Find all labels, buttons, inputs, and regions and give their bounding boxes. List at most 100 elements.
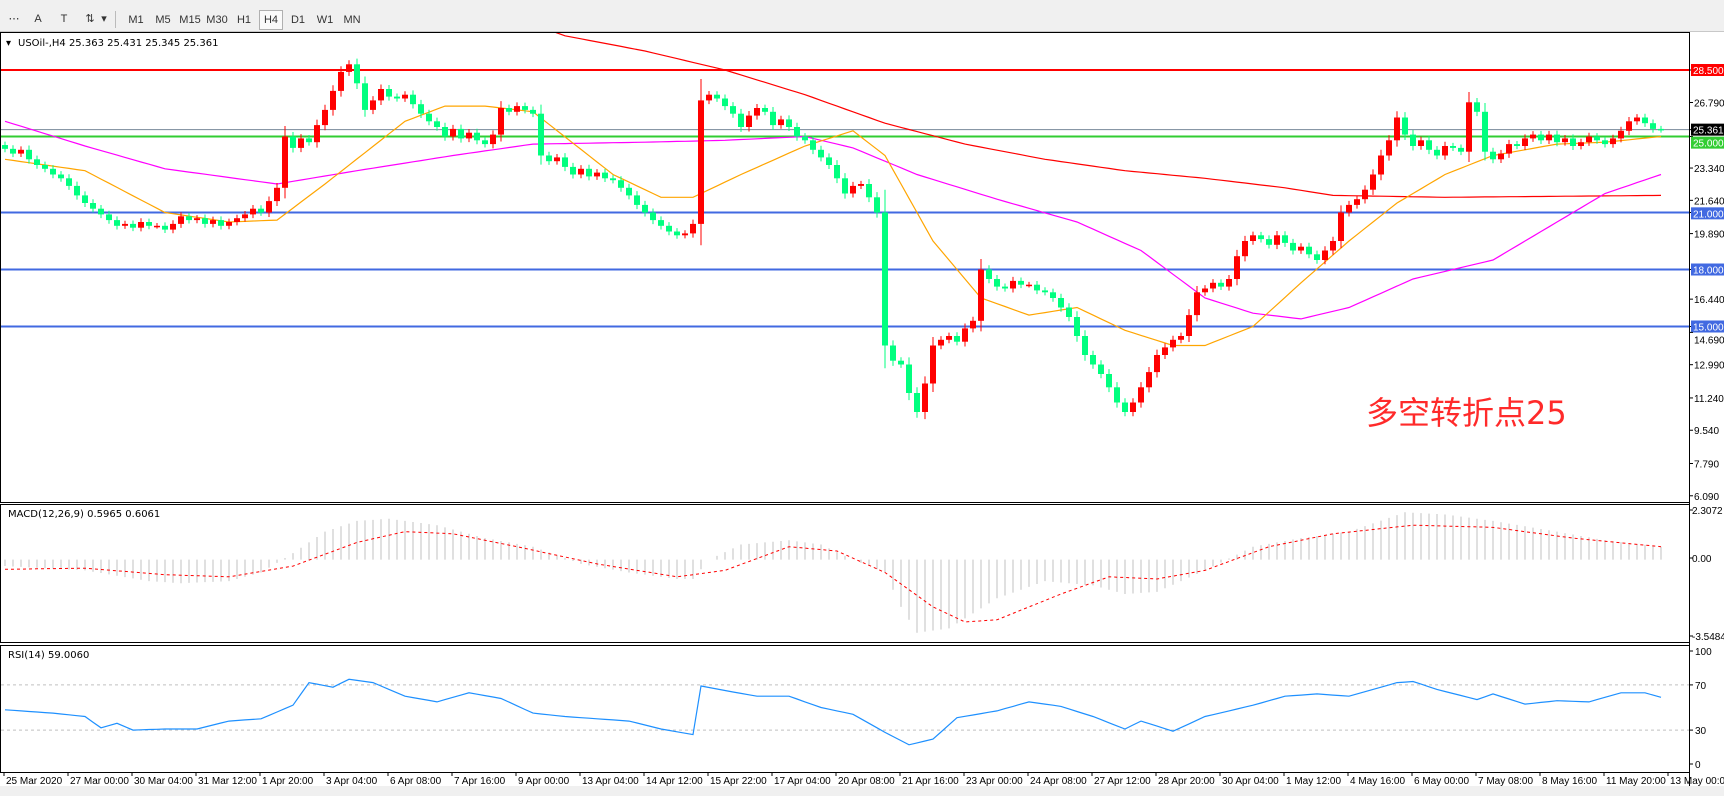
candle-body	[210, 220, 216, 224]
candle	[522, 102, 528, 114]
candle-body	[146, 222, 152, 226]
candle	[1210, 279, 1216, 293]
candle	[146, 218, 152, 230]
period-separator-icon[interactable]: ⋯	[8, 13, 20, 25]
candle	[1458, 144, 1464, 156]
candle-body	[266, 201, 272, 213]
candle-body	[634, 195, 640, 205]
candle-body	[1210, 282, 1216, 289]
candle	[402, 91, 408, 102]
candle-body	[1018, 280, 1024, 285]
timeframe-mn-button[interactable]: MN	[343, 14, 361, 26]
candle-body	[1410, 134, 1416, 146]
candle-body	[42, 165, 48, 169]
collapse-triangle-icon[interactable]: ▾	[6, 38, 11, 49]
arrows-icon[interactable]: ⇅	[85, 13, 95, 25]
candle	[1194, 286, 1200, 322]
text-label-icon[interactable]: T	[60, 13, 68, 25]
candle	[1602, 136, 1608, 148]
candle	[1546, 130, 1552, 145]
candle	[1570, 134, 1576, 150]
candle-body	[1498, 153, 1504, 160]
candle	[898, 357, 904, 368]
candle	[1202, 285, 1208, 296]
candle	[338, 66, 344, 97]
candle	[2, 141, 8, 153]
candle	[866, 179, 872, 203]
candle	[458, 124, 464, 143]
candle-body	[890, 345, 896, 361]
candle-body	[594, 172, 600, 177]
timeframe-m30-button[interactable]: M30	[206, 14, 228, 26]
candle-body	[866, 184, 872, 198]
text-icon[interactable]: A	[34, 13, 42, 25]
rsi-line	[4, 678, 1662, 746]
candle	[1306, 242, 1312, 259]
candle-body	[82, 195, 88, 203]
timeframe-d1-button[interactable]: D1	[290, 14, 306, 26]
timeframe-m15-button[interactable]: M15	[179, 14, 201, 26]
candle	[1338, 205, 1344, 249]
candle-body	[1546, 134, 1552, 141]
candle-body	[586, 168, 592, 177]
time-tick-label: 30 Apr 04:00	[1222, 776, 1279, 787]
candle-body	[50, 168, 56, 175]
candle	[1354, 195, 1360, 209]
candle	[1274, 231, 1280, 250]
candle-body	[1434, 149, 1440, 156]
candle	[994, 275, 1000, 291]
candle-body	[674, 231, 680, 236]
candle	[1378, 149, 1384, 181]
candle-body	[306, 138, 312, 143]
candle-body	[938, 339, 944, 346]
candle-body	[1554, 134, 1560, 143]
candle	[818, 145, 824, 162]
price-level-badge	[1691, 207, 1724, 220]
timeframe-m5-button[interactable]: M5	[155, 14, 171, 26]
candle	[274, 182, 280, 206]
candle	[554, 153, 560, 165]
candle-body	[682, 233, 688, 236]
time-tick-label: 27 Mar 00:00	[70, 776, 129, 787]
rsi-panel	[0, 645, 1690, 773]
candle	[1370, 169, 1376, 195]
rsi-tick-label: 30	[1695, 726, 1707, 737]
candle	[82, 191, 88, 207]
candle-body	[34, 159, 40, 165]
candle-body	[1106, 374, 1112, 388]
candle-body	[138, 222, 144, 228]
candle-body	[226, 222, 232, 226]
candle	[170, 220, 176, 234]
candle-body	[410, 94, 416, 105]
timeframe-w1-button[interactable]: W1	[316, 14, 334, 26]
price-level-label: 25.000	[1693, 139, 1724, 150]
candle	[1330, 236, 1336, 255]
candle	[802, 133, 808, 144]
candle	[946, 332, 952, 344]
candle-body	[642, 204, 648, 213]
candle-body	[1242, 241, 1248, 257]
candle-body	[762, 108, 768, 112]
candle-body	[130, 223, 136, 228]
candle	[1218, 279, 1224, 291]
chevron-down-icon[interactable]: ▾	[101, 13, 107, 25]
candle	[922, 376, 928, 420]
timeframe-m1-button[interactable]: M1	[128, 14, 144, 26]
candle-body	[1330, 241, 1336, 251]
candle	[258, 205, 264, 216]
candle-body	[242, 214, 248, 219]
candle	[1650, 119, 1656, 133]
timeframe-h1-button[interactable]: H1	[236, 14, 252, 26]
rsi-label: RSI(14) 59.0060	[8, 650, 89, 661]
candle-body	[1218, 282, 1224, 287]
candle	[210, 216, 216, 228]
candle-body	[66, 178, 72, 186]
candle-body	[546, 155, 552, 162]
candle	[666, 222, 672, 236]
candle	[1522, 134, 1528, 150]
timeframe-h4-button[interactable]: H4	[259, 10, 283, 30]
candle-body	[186, 216, 192, 221]
time-tick-label: 13 May 00:00	[1670, 776, 1724, 787]
candle-body	[522, 106, 528, 110]
